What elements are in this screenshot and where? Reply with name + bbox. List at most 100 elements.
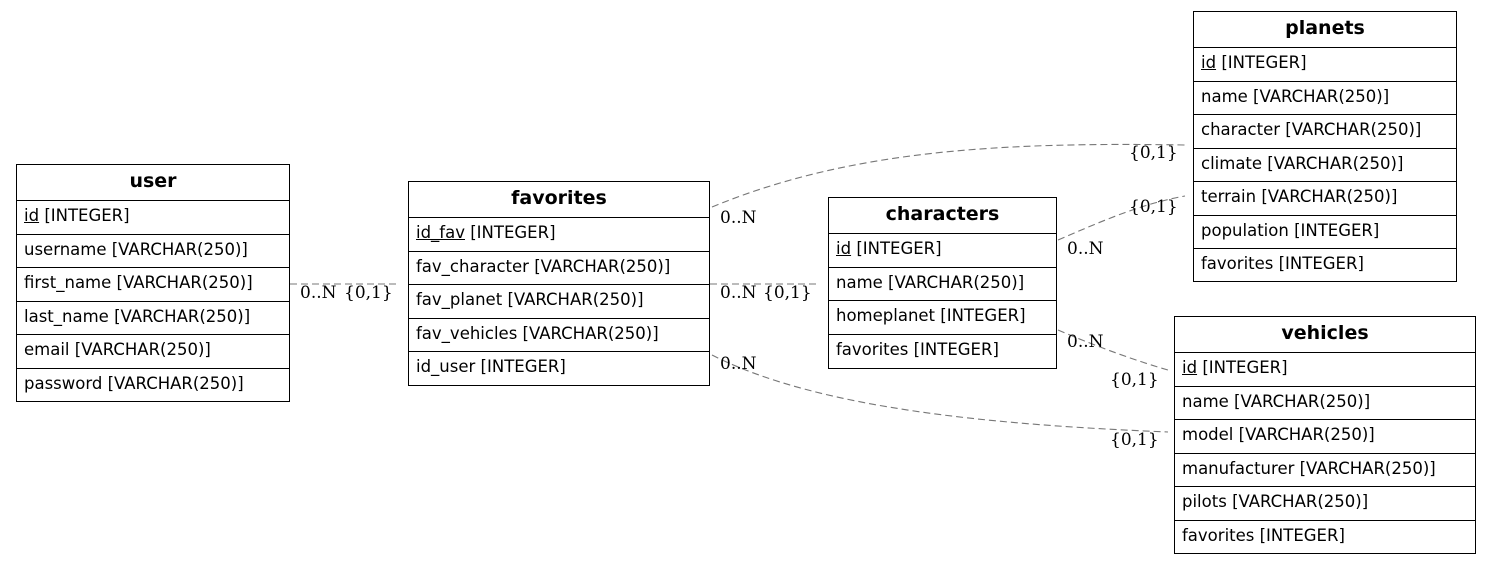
field-row: name [VARCHAR(250)] [1175,387,1475,420]
entity-title: vehicles [1175,317,1475,353]
field-row: last_name [VARCHAR(250)] [17,302,289,335]
field-row: homeplanet [INTEGER] [829,301,1056,335]
field-type: [VARCHAR(250)] [1253,86,1390,106]
field-row: id [INTEGER] [829,234,1056,268]
field-row: pilots [VARCHAR(250)] [1175,487,1475,521]
field-row: model [VARCHAR(250)] [1175,420,1475,454]
field-name: id_fav [416,223,465,242]
field-name: fav_planet [416,290,503,309]
field-row: character [VARCHAR(250)] [1194,115,1456,149]
field-name: id [1182,358,1198,377]
edge-characters-planets [1057,195,1186,241]
field-name: manufacturer [1182,458,1295,478]
field-row: favorites [INTEGER] [829,335,1056,369]
field-name: population [1201,220,1289,240]
field-type: [VARCHAR(250)] [114,306,251,326]
field-row: id [INTEGER] [1175,353,1475,387]
entity-title: planets [1194,12,1456,48]
field-type: [INTEGER] [913,339,999,359]
card-characters-planets-to: {0,1} [1129,197,1178,217]
field-row: manufacturer [VARCHAR(250)] [1175,454,1475,487]
field-name: favorites [1182,525,1255,545]
field-row: favorites [INTEGER] [1194,249,1456,283]
field-row: name [VARCHAR(250)] [829,268,1056,301]
field-name: id [1201,53,1217,72]
field-row: fav_character [VARCHAR(250)] [409,252,709,285]
field-name: name [1201,86,1248,106]
field-name: id [836,239,852,258]
field-type: [VARCHAR(250)] [1234,391,1371,411]
field-name: fav_character [416,256,529,276]
field-name: last_name [24,306,109,326]
field-type: [INTEGER] [44,206,130,225]
card-user-favorites-from: 0..N [300,283,337,303]
entity-title: user [17,165,289,201]
field-type: [VARCHAR(250)] [888,272,1025,292]
field-name: terrain [1201,187,1257,206]
field-name: id [24,206,40,225]
edge-characters-vehicles [1057,329,1169,371]
field-row: id [INTEGER] [17,201,289,235]
card-characters-vehicles-to: {0,1} [1110,370,1159,390]
card-favorites-vehicles-from: 0..N [720,354,757,374]
entity-characters: characters id [INTEGER] name [VARCHAR(25… [828,197,1057,369]
field-name: id_user [416,357,476,376]
field-type: [INTEGER] [1259,525,1345,545]
field-row: fav_vehicles [VARCHAR(250)] [409,319,709,352]
entity-favorites: favorites id_fav [INTEGER] fav_character… [408,181,710,386]
field-row: favorites [INTEGER] [1175,521,1475,555]
field-name: first_name [24,273,112,292]
entity-user: user id [INTEGER] username [VARCHAR(250)… [16,164,290,402]
field-row: id_user [INTEGER] [409,352,709,386]
field-name: pilots [1182,492,1227,511]
card-characters-planets-from: 0..N [1067,239,1104,259]
field-type: [VARCHAR(250)] [116,273,253,292]
field-type: [INTEGER] [1294,220,1380,240]
field-name: homeplanet [836,306,936,325]
field-name: username [24,239,107,259]
field-row: id [INTEGER] [1194,48,1456,82]
field-type: [VARCHAR(250)] [1232,492,1369,511]
field-row: id_fav [INTEGER] [409,218,709,252]
card-user-favorites-to: {0,1} [344,283,393,303]
field-type: [VARCHAR(250)] [1238,425,1375,444]
field-type: [INTEGER] [480,357,566,376]
field-row: password [VARCHAR(250)] [17,369,289,403]
card-characters-vehicles-from: 0..N [1067,332,1104,352]
field-row: first_name [VARCHAR(250)] [17,268,289,302]
field-name: favorites [1201,254,1274,273]
field-name: name [1182,391,1229,411]
entity-title: characters [829,198,1056,234]
field-type: [INTEGER] [1221,53,1307,72]
field-name: name [836,272,883,292]
field-row: population [INTEGER] [1194,216,1456,249]
field-type: [VARCHAR(250)] [1267,153,1404,173]
card-favorites-planets-to: {0,1} [1129,143,1178,163]
field-name: fav_vehicles [416,323,518,343]
card-favorites-planets-from: 0..N [720,208,757,228]
field-type: [INTEGER] [1202,358,1288,377]
field-type: [VARCHAR(250)] [1299,458,1436,478]
field-type: [VARCHAR(250)] [534,256,671,276]
field-type: [INTEGER] [940,306,1026,325]
field-type: [VARCHAR(250)] [107,373,244,393]
field-name: model [1182,425,1234,444]
edge-favorites-vehicles [711,354,1169,433]
field-type: [VARCHAR(250)] [522,323,659,343]
field-name: character [1201,120,1281,139]
field-type: [VARCHAR(250)] [74,340,211,359]
field-name: email [24,340,70,359]
field-name: climate [1201,153,1263,173]
field-name: password [24,373,103,393]
field-type: [VARCHAR(250)] [111,239,248,259]
field-type: [VARCHAR(250)] [1261,187,1398,206]
entity-title: favorites [409,182,709,218]
field-type: [VARCHAR(250)] [507,290,644,309]
field-name: favorites [836,339,909,359]
field-type: [INTEGER] [1278,254,1364,273]
field-type: [VARCHAR(250)] [1285,120,1422,139]
entity-vehicles: vehicles id [INTEGER] name [VARCHAR(250)… [1174,316,1476,554]
field-type: [INTEGER] [470,223,556,242]
field-type: [INTEGER] [856,239,942,258]
